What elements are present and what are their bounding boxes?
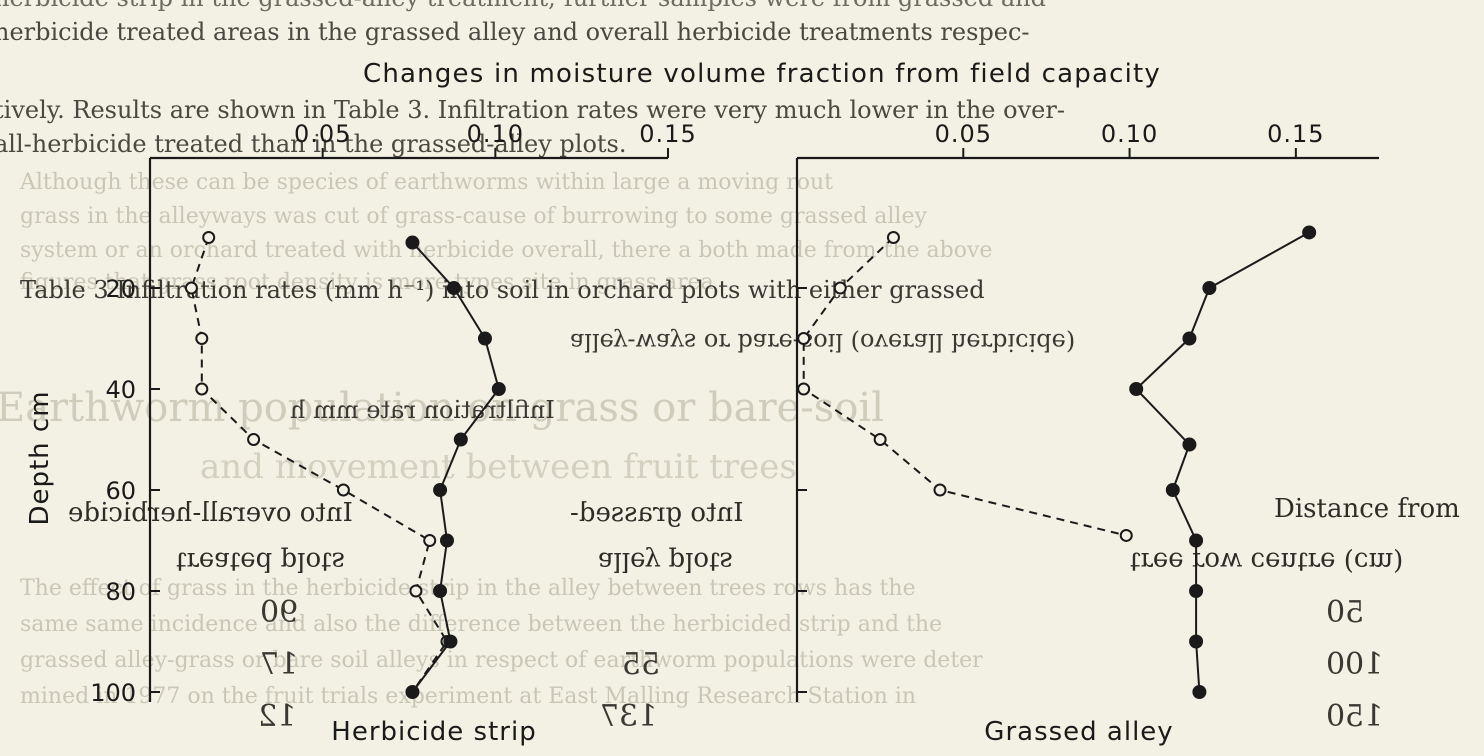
y-axis-label: Depth cm (25, 390, 55, 525)
y-tick-label: 20 (105, 275, 136, 303)
filled-circle-point (1302, 225, 1317, 240)
right-panel-label: Grassed alley (984, 717, 1173, 747)
ghost-bottom-line-3: grassed alley-grass or bare soil alleys … (20, 648, 983, 673)
x-tick-label: 0.05 (294, 120, 351, 148)
ghost-subheading: and movement between fruit trees (200, 447, 797, 487)
open-circle-point (336, 483, 350, 497)
solid-series-line (1134, 231, 1310, 693)
open-circle-point (833, 281, 847, 295)
filled-circle-point (1165, 483, 1180, 497)
ghost-line-1: Although these can be species of earthwo… (20, 170, 833, 195)
body-text-line-4: all-herbicide treated than in the grasse… (0, 130, 627, 158)
filled-circle-point (443, 634, 458, 649)
grassed-alley-panel: 0.05 0.10 0.15 (795, 120, 1379, 702)
open-circle-point (933, 483, 947, 497)
y-tick-label: 60 (105, 477, 136, 505)
open-circle-point (797, 382, 811, 396)
dashed-series-line (190, 237, 449, 693)
open-circle-point (873, 433, 887, 446)
filled-circle-point (1202, 281, 1217, 295)
open-circle-point (202, 231, 216, 244)
open-circle-point (423, 534, 437, 547)
open-circle-point (195, 332, 209, 345)
filled-circle-point (1182, 331, 1197, 346)
solid-series-line (411, 241, 500, 693)
filled-circle-point (405, 235, 420, 250)
body-text-line-3: tively. Results are shown in Table 3. In… (0, 96, 1065, 124)
x-tick-label: 0.10 (1101, 120, 1158, 148)
filled-circle-point (439, 533, 454, 548)
x-tick-label: 0.15 (639, 120, 696, 148)
open-circle-point (247, 433, 261, 446)
filled-circle-point (491, 382, 506, 396)
filled-circle-point (1189, 584, 1204, 598)
open-circle-point (886, 231, 900, 244)
open-circle-point (1119, 528, 1133, 542)
open-circle-point (195, 382, 209, 396)
y-tick-label: 40 (105, 376, 136, 404)
ghost-bottom-line-1: The effect of grass in the herbicide str… (20, 576, 916, 601)
ghost-line-3: system or an orchard treated with herbic… (20, 238, 993, 263)
filled-circle-point (446, 281, 461, 295)
figure-title: Changes in moisture volume fraction from… (363, 59, 1161, 89)
filled-circle-point (1182, 437, 1197, 452)
ghost-line-2: grass in the alleyways was cut of grass-… (20, 204, 927, 229)
filled-circle-point (1189, 634, 1204, 649)
open-circle-point (409, 584, 423, 598)
herbicide-strip-panel: 0.05 0.10 0.15 20 40 60 80 100 (90, 120, 696, 707)
filled-circle-point (453, 432, 468, 447)
filled-circle-point (433, 584, 448, 598)
filled-circle-point (477, 331, 492, 346)
left-panel-label: Herbicide strip (331, 717, 536, 747)
ghost-heading: Earthworm population on grass or bare-so… (0, 385, 884, 431)
filled-circle-point (1192, 685, 1207, 699)
dashed-series-line (802, 236, 1127, 537)
table-caption-line-1: Table 3 Infiltration rates (mm h⁻¹) into… (20, 276, 985, 304)
filled-circle-point (1129, 382, 1144, 396)
body-text-line-1: herbicide strip in the grassed-alley tre… (0, 0, 1046, 10)
filled-circle-point (1189, 533, 1204, 548)
open-circle-point (797, 332, 811, 345)
filled-circle-point (405, 685, 420, 699)
ghost-bottom-line-4: mined in 1977 on the fruit trials experi… (20, 684, 917, 709)
open-circle-point (184, 281, 198, 295)
y-tick-label: 80 (105, 578, 136, 606)
x-tick-label: 0.15 (1267, 120, 1324, 148)
x-tick-label: 0.10 (467, 120, 524, 148)
filled-circle-point (433, 483, 448, 497)
y-tick-label: 100 (90, 679, 136, 707)
col-distance: Distance from (1274, 494, 1460, 524)
x-tick-label: 0.05 (935, 120, 992, 148)
ghost-bottom-line-2: same same incidence and also the differe… (20, 612, 943, 637)
body-text-line-2: herbicide treated areas in the grassed a… (0, 18, 1030, 46)
